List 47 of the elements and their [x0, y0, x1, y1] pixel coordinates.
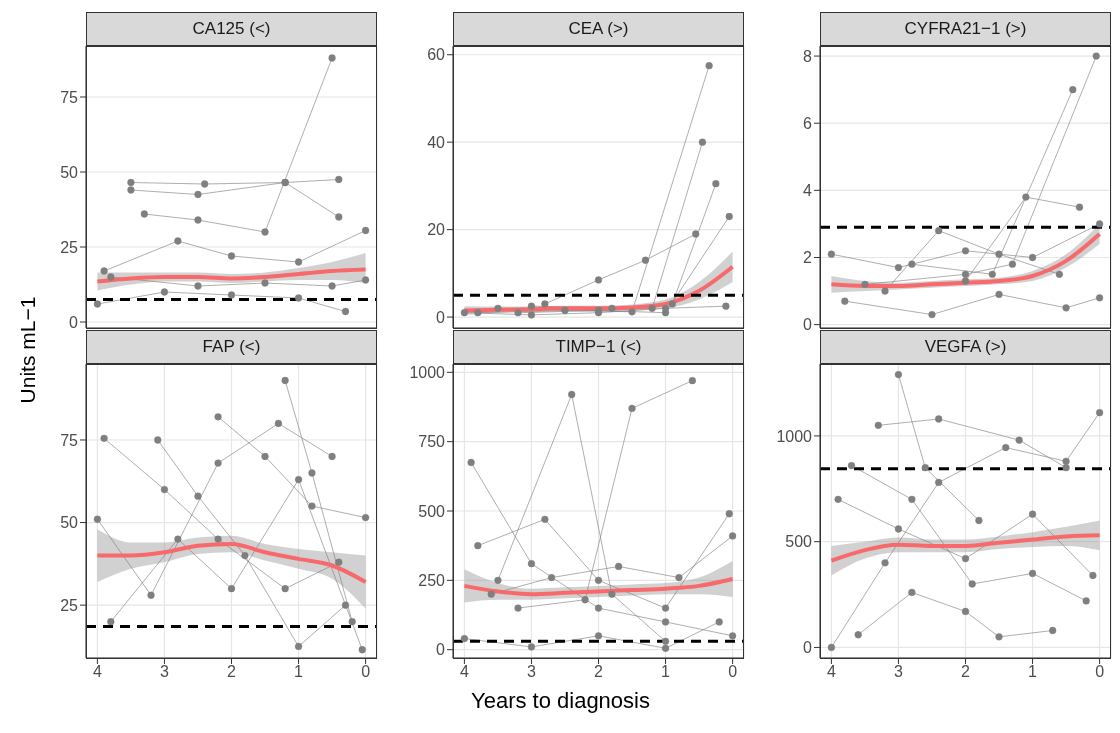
y-tick-label: 1000	[776, 427, 813, 445]
y-tick-label: 75	[60, 88, 79, 106]
y-tick-label: 0	[69, 313, 79, 331]
y-tick-label: 250	[418, 572, 446, 590]
y-tick-label: 4	[803, 182, 813, 200]
y-tick-label: 20	[427, 221, 446, 239]
chart-title: CA125 (<)	[86, 12, 377, 46]
x-tick-label: 3	[527, 663, 536, 681]
x-tick-label: 2	[594, 663, 604, 681]
x-tick-label: 1	[294, 663, 304, 681]
chart-title: CYFRA21−1 (>)	[820, 12, 1111, 46]
x-tick-label: 4	[826, 663, 836, 681]
chart-title: CEA (>)	[453, 12, 744, 46]
x-axis-title: Years to diagnosis	[470, 688, 651, 714]
chart-title: TIMP−1 (<)	[453, 330, 744, 364]
y-tick-label: 25	[60, 238, 79, 256]
x-tick-label: 0	[361, 663, 371, 681]
chart-title: FAP (<)	[86, 330, 377, 364]
x-tick-label: 2	[227, 663, 237, 681]
chart-title: VEGFA (>)	[820, 330, 1111, 364]
y-tick-label: 750	[418, 433, 446, 451]
x-tick-label: 2	[961, 663, 971, 681]
y-tick-label: 500	[785, 533, 813, 551]
y-axis-title: Units mL−1	[16, 295, 40, 406]
y-tick-label: 2	[803, 249, 813, 267]
y-tick-label: 6	[803, 114, 813, 132]
y-tick-label: 40	[427, 133, 446, 151]
y-tick-label: 0	[803, 639, 813, 657]
x-tick-label: 1	[661, 663, 671, 681]
y-tick-label: 500	[418, 502, 446, 520]
y-tick-label: 0	[436, 641, 446, 659]
x-tick-label: 4	[459, 663, 469, 681]
x-tick-label: 4	[92, 663, 102, 681]
y-tick-label: 50	[60, 514, 79, 532]
y-tick-label: 0	[803, 316, 813, 334]
y-tick-label: 8	[803, 47, 813, 65]
x-tick-label: 3	[894, 663, 903, 681]
y-tick-label: 1000	[409, 364, 446, 381]
x-tick-label: 1	[1028, 663, 1038, 681]
x-tick-label: 0	[728, 663, 738, 681]
y-tick-label: 0	[436, 308, 446, 326]
y-tick-label: 50	[60, 163, 79, 181]
y-tick-label: 25	[60, 596, 79, 614]
y-tick-label: 60	[427, 46, 446, 64]
x-tick-label: 0	[1095, 663, 1105, 681]
x-tick-label: 3	[160, 663, 169, 681]
y-tick-label: 75	[60, 431, 79, 449]
